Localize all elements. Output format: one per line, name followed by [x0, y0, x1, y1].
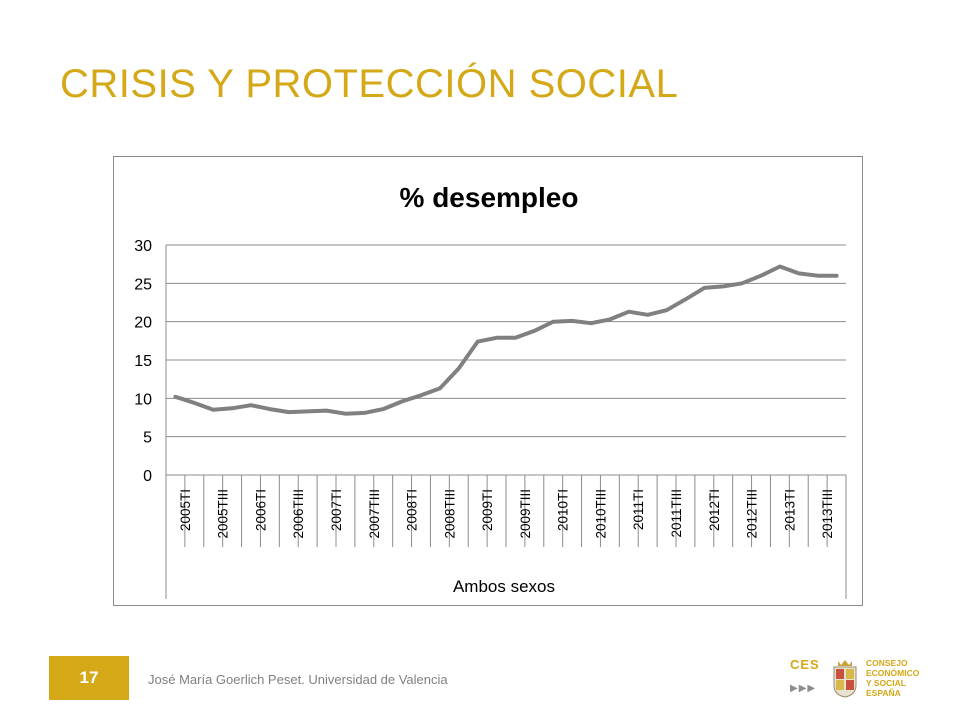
- x-tick-label: 2005TIII: [216, 489, 231, 539]
- x-tick-label: 2006TIII: [291, 489, 306, 539]
- series-line: [173, 264, 839, 416]
- x-axis-title: Ambos sexos: [453, 577, 555, 596]
- logo-word: CONSEJO: [866, 658, 908, 668]
- x-tick-label: 2008TI: [405, 489, 420, 531]
- x-tick-label: 2008TIII: [442, 489, 457, 539]
- footer-author: José María Goerlich Peset. Universidad d…: [148, 672, 448, 687]
- page-number: 17: [79, 668, 99, 687]
- x-tick-label: 2012TIII: [745, 489, 760, 539]
- y-tick-label: 0: [143, 468, 152, 485]
- y-tick-label: 20: [134, 315, 152, 332]
- x-tick-label: 2011TI: [631, 489, 646, 530]
- x-tick-label: 2013TI: [782, 489, 797, 531]
- x-tick-label: 2010TIII: [593, 489, 608, 539]
- ces-arrows-icon: ▶▶▶: [790, 683, 817, 694]
- chart-frame: % desempleo 0 5 10 15 20 25 30 2005TI 2005TIII 200…: [113, 156, 863, 606]
- x-tick-label: 2012TI: [707, 489, 722, 531]
- ces-logo: CES ▶▶▶ CONSEJO ECONÓMICO Y SOCIAL ESPAÑ…: [790, 657, 920, 701]
- y-tick-label: 10: [134, 391, 152, 408]
- x-tick-label: 2010TI: [556, 489, 571, 531]
- logo-word: ESPAÑA: [866, 688, 901, 698]
- x-tick-label: 2009TI: [480, 489, 495, 531]
- logo-word: ECONÓMICO: [866, 668, 920, 678]
- page-number-badge: 17: [49, 656, 129, 700]
- coat-of-arms-icon: [833, 660, 857, 698]
- ces-mark: CES ▶▶▶: [790, 657, 826, 701]
- x-tick-label: 2011TIII: [669, 489, 684, 538]
- ces-wordmark: CONSEJO ECONÓMICO Y SOCIAL ESPAÑA: [866, 658, 919, 698]
- slide-title: CRISIS Y PROTECCIÓN SOCIAL: [60, 62, 679, 106]
- y-tick-label: 30: [134, 238, 152, 255]
- chart-title: % desempleo: [400, 182, 579, 213]
- y-tick-label: 25: [134, 276, 152, 293]
- x-tick-label: 2005TI: [178, 489, 193, 531]
- x-tick-label: 2009TIII: [518, 489, 533, 539]
- unemployment-line-chart: % desempleo 0 5 10 15 20 25 30 2005TI 2005TIII 200…: [134, 182, 847, 599]
- logo-word: Y SOCIAL: [866, 678, 906, 688]
- ces-abbr: CES: [790, 657, 820, 672]
- x-tick-label: 2013TIII: [820, 489, 835, 539]
- y-tick-label: 15: [134, 353, 152, 370]
- x-tick-label: 2006TI: [253, 489, 268, 531]
- x-tick-label: 2007TIII: [367, 489, 382, 539]
- y-tick-label: 5: [143, 430, 152, 447]
- x-tick-label: 2007TI: [329, 489, 344, 531]
